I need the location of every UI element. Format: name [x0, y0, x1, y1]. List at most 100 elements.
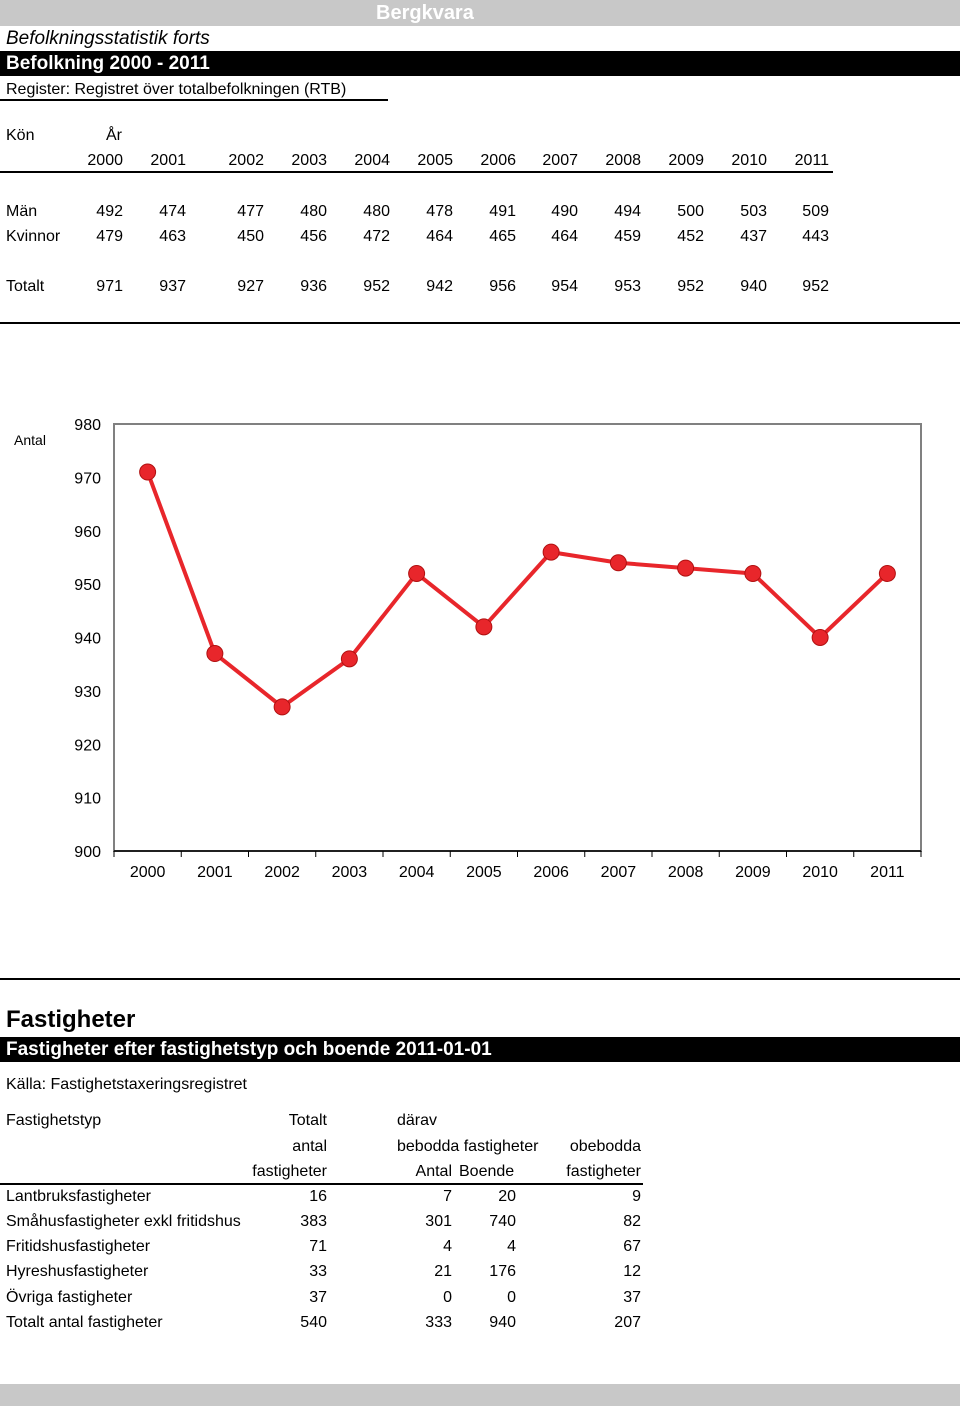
year-header: 2003 — [291, 152, 327, 169]
x-tick-label: 2002 — [264, 864, 300, 881]
table-cell: 478 — [426, 203, 453, 220]
y-tick-label: 980 — [74, 417, 101, 434]
population-line-chart: Antal 980 970 960 950 940 930 920 910 900 2000 2001… — [14, 417, 922, 881]
property-total: 37 — [309, 1289, 327, 1306]
row-label: Män — [6, 203, 38, 220]
property-type-label: Totalt antal fastigheter — [6, 1314, 163, 1331]
property-residents: 0 — [507, 1289, 516, 1306]
col-label-kon: Kön — [6, 127, 35, 144]
page-subtitle: Befolkningsstatistik forts — [6, 28, 210, 49]
property-type-label: Lantbruksfastigheter — [6, 1188, 151, 1205]
header-total-1: Totalt — [288, 1112, 327, 1129]
table-cell: 480 — [300, 203, 327, 220]
y-tick-label: 950 — [74, 577, 101, 594]
divider — [0, 978, 960, 980]
section-title-population: Befolkning 2000 - 2011 — [0, 51, 960, 76]
table-cell: 492 — [96, 203, 123, 220]
header-total-3: fastigheter — [252, 1163, 327, 1180]
data-point — [744, 564, 762, 582]
year-header: 2008 — [605, 152, 641, 169]
data-point — [542, 543, 560, 561]
data-point — [340, 650, 358, 668]
data-point — [408, 564, 426, 582]
table-cell: 500 — [677, 203, 704, 220]
x-tick-label: 2007 — [601, 864, 637, 881]
property-total: 540 — [300, 1314, 327, 1331]
x-tick-label: 2001 — [197, 864, 233, 881]
year-header: 2010 — [731, 152, 767, 169]
table-cell: 490 — [551, 203, 578, 220]
table-cell: 509 — [802, 203, 829, 220]
data-point — [139, 463, 157, 481]
property-inhabited-count: 301 — [425, 1213, 452, 1230]
property-type-label: Småhusfastigheter exkl fritidshus — [6, 1213, 241, 1230]
header-total-2: antal — [292, 1138, 327, 1155]
property-type-label: Hyreshusfastigheter — [6, 1263, 149, 1280]
table-cell: 927 — [237, 278, 264, 295]
year-header: 2011 — [794, 152, 829, 169]
y-tick-label: 940 — [74, 631, 101, 648]
header-inhabited: bebodda fastigheter — [397, 1138, 539, 1155]
property-uninhabited: 207 — [614, 1314, 641, 1331]
header-uninhabited-2: fastigheter — [566, 1163, 641, 1180]
table-cell: 472 — [363, 228, 390, 245]
table-cell: 954 — [551, 278, 578, 295]
property-type-label: Övriga fastigheter — [6, 1289, 133, 1306]
data-point — [609, 554, 627, 572]
divider — [0, 171, 833, 173]
table-cell: 456 — [300, 228, 327, 245]
table-cell: 459 — [614, 228, 641, 245]
property-residents: 940 — [489, 1314, 516, 1331]
row-label: Totalt — [6, 278, 45, 295]
property-total: 33 — [309, 1263, 327, 1280]
property-inhabited-count: 333 — [425, 1314, 452, 1331]
x-tick-label: 2005 — [466, 864, 502, 881]
register-source: Register: Registret över totalbefolkning… — [6, 81, 347, 98]
table-cell: 937 — [159, 278, 186, 295]
data-point — [273, 698, 291, 716]
table-cell: 452 — [677, 228, 704, 245]
property-type-label: Fritidshusfastigheter — [6, 1238, 151, 1255]
table-cell: 474 — [159, 203, 186, 220]
table-cell: 443 — [802, 228, 829, 245]
table-cell: 477 — [237, 203, 264, 220]
row-label: Kvinnor — [6, 228, 61, 245]
property-residents: 740 — [489, 1213, 516, 1230]
x-tick-label: 2011 — [870, 864, 905, 881]
data-point — [206, 645, 224, 663]
property-total: 383 — [300, 1213, 327, 1230]
y-tick-label: 930 — [74, 684, 101, 701]
year-header: 2005 — [417, 152, 453, 169]
property-uninhabited: 9 — [632, 1188, 641, 1205]
table-cell: 952 — [677, 278, 704, 295]
year-header: 2009 — [668, 152, 704, 169]
plot-frame — [113, 423, 922, 852]
table-cell: 480 — [363, 203, 390, 220]
property-residents: 176 — [489, 1263, 516, 1280]
table-cell: 437 — [740, 228, 767, 245]
x-tick-label: 2000 — [130, 864, 166, 881]
table-cell: 450 — [237, 228, 264, 245]
y-tick-label: 900 — [74, 844, 101, 861]
x-tick-label: 2008 — [668, 864, 704, 881]
table-cell: 971 — [96, 278, 123, 295]
property-uninhabited: 67 — [623, 1238, 641, 1255]
table-cell: 936 — [300, 278, 327, 295]
property-residents: 4 — [507, 1238, 516, 1255]
y-axis-label: Antal — [14, 432, 46, 448]
property-residents: 20 — [498, 1188, 516, 1205]
property-uninhabited: 82 — [623, 1213, 641, 1230]
y-tick-label: 960 — [74, 524, 101, 541]
y-tick-label: 970 — [74, 470, 101, 487]
year-header: 2006 — [480, 152, 516, 169]
x-tick-label: 2003 — [332, 864, 368, 881]
top-bar — [0, 0, 960, 26]
header-inhabited-count: Antal — [415, 1163, 452, 1180]
table-cell: 952 — [802, 278, 829, 295]
data-point — [878, 564, 896, 582]
table-cell: 956 — [489, 278, 516, 295]
place-name: Bergkvara — [376, 2, 474, 24]
table-cell: 940 — [740, 278, 767, 295]
header-uninhabited-1: obebodda — [569, 1138, 641, 1155]
table-cell: 464 — [551, 228, 578, 245]
